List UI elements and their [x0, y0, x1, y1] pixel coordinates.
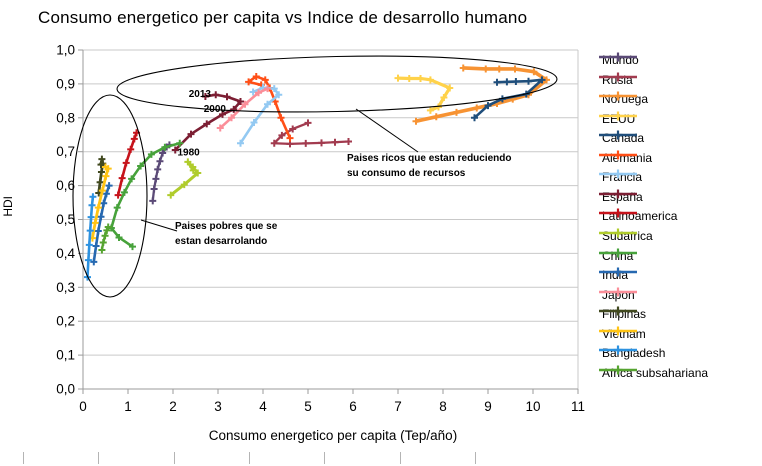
leader-line-rich	[355, 108, 419, 153]
x-tick-label: 3	[214, 399, 222, 414]
series-markers-Japon	[216, 85, 271, 132]
legend-swatch-icon	[599, 208, 637, 218]
x-tick-label: 6	[349, 399, 357, 414]
year-label-1980: 1980	[178, 148, 201, 159]
legend-swatch-icon	[599, 248, 637, 257]
legend-item-Sudafrica: Sudafrica	[598, 226, 653, 246]
bottom-ruler-marks	[0, 451, 762, 466]
legend-swatch-icon	[599, 287, 637, 297]
legend-item-España: España	[598, 187, 643, 207]
y-tick-label: 0,5	[56, 212, 75, 227]
annotation-poor-line2: estan desarrolando	[175, 236, 268, 247]
x-tick-label: 10	[525, 399, 540, 414]
legend-swatch-icon	[599, 130, 637, 140]
series-markers-Sudafrica	[167, 158, 202, 199]
y-tick-label: 0,0	[56, 382, 75, 397]
legend-item-Rusia: Rusia	[598, 70, 637, 90]
series-markers-Filipinas	[95, 155, 107, 197]
series-markers-India	[90, 182, 113, 266]
series-markers-Noruega	[412, 64, 550, 125]
y-tick-label: 1,0	[56, 43, 75, 58]
y-tick-label: 0,8	[56, 110, 75, 125]
series-markers-España	[171, 91, 244, 154]
series-markers-Vietnam	[88, 163, 112, 242]
legend-swatch-icon	[599, 267, 637, 277]
legend-item-Alemania: Alemania	[598, 148, 652, 168]
legend-item-Noruega: Noruega	[598, 89, 648, 109]
legend-item-Filipinas: Filipinas	[598, 304, 646, 324]
series-markers-Latinoamerica	[114, 129, 141, 199]
ellipse-poor-countries	[72, 94, 148, 298]
series-line-China	[110, 141, 181, 248]
series-line-Canada	[473, 78, 544, 119]
chart-title: Consumo energetico per capita vs Indice …	[38, 8, 528, 27]
ruler-mark	[248, 452, 250, 464]
legend-item-Japon: Japon	[598, 285, 637, 305]
y-tick-label: 0,1	[56, 348, 75, 363]
y-axis-title: HDI	[1, 196, 15, 217]
annotation-rich-line2: su consumo de recursos	[347, 168, 466, 179]
legend-swatch-icon	[599, 52, 637, 62]
x-tick-label: 7	[394, 399, 402, 414]
legend-swatch-icon	[599, 150, 637, 160]
ruler-mark	[474, 452, 476, 464]
ellipse-rich-countries	[116, 55, 558, 113]
leader-line-poor	[140, 219, 178, 232]
y-tick-label: 0,3	[56, 280, 75, 295]
legend-item-Francia: Francia	[598, 167, 642, 187]
y-tick-label: 0,4	[56, 246, 75, 261]
legend-item-Bangladesh: Bangladesh	[598, 343, 665, 363]
y-tick-label: 0,6	[56, 178, 75, 193]
legend-item-Africa subsahariana: Africa subsahariana	[598, 363, 708, 383]
ruler-mark	[173, 452, 175, 464]
legend-item-China: China	[598, 246, 637, 266]
legend-item-India: India	[598, 265, 637, 285]
legend-swatch-icon	[599, 169, 637, 179]
legend-swatch-icon	[599, 306, 637, 316]
y-tick-label: 0,2	[56, 314, 75, 329]
year-label-2013: 2013	[189, 89, 212, 100]
series-markers-Africa subsahariana	[98, 223, 112, 254]
ruler-mark	[98, 452, 100, 464]
x-tick-label: 8	[439, 399, 447, 414]
annotation-rich-line1: Paises ricos que estan reduciendo	[347, 153, 512, 164]
series-markers-China	[107, 139, 184, 251]
series-markers-Rusia	[270, 119, 352, 148]
legend-swatch-icon	[599, 111, 637, 121]
legend-item-Mundo: Mundo	[598, 50, 639, 70]
x-axis-title: Consumo energetico per capita (Tep/año)	[208, 428, 458, 443]
series-markers-Francia	[237, 84, 283, 147]
legend-swatch-icon	[599, 345, 637, 355]
legend-swatch-icon	[599, 228, 637, 238]
legend-item-Latinoamerica: Latinoamerica	[598, 206, 677, 226]
x-tick-label: 0	[79, 399, 87, 414]
legend-swatch-icon	[599, 72, 637, 82]
legend-item-Vietnam: Vietnam	[598, 324, 646, 344]
legend-item-Canada: Canada	[598, 128, 644, 148]
legend-swatch-icon	[599, 189, 637, 199]
series-markers-EEUU	[394, 74, 454, 114]
legend-swatch-icon	[599, 326, 637, 336]
annotation-poor-line1: Paises pobres que se	[175, 221, 278, 232]
y-tick-label: 0,9	[56, 76, 75, 91]
y-tick-label: 0,7	[56, 144, 75, 159]
x-tick-label: 4	[259, 399, 267, 414]
legend-item-EEUU: EEUU	[598, 109, 637, 129]
ruler-mark	[399, 452, 401, 464]
year-label-2000: 2000	[204, 104, 227, 115]
annotation-rich-countries: Paises ricos que estan reduciendo su con…	[347, 151, 512, 181]
x-tick-label: 9	[484, 399, 492, 414]
x-tick-label: 1	[124, 399, 132, 414]
legend-swatch-icon	[599, 365, 637, 375]
ruler-mark	[324, 452, 326, 464]
x-tick-label: 11	[571, 399, 585, 414]
legend-swatch-icon	[599, 91, 637, 101]
x-tick-label: 2	[169, 399, 177, 414]
ruler-mark	[23, 452, 24, 464]
x-tick-label: 5	[304, 399, 312, 414]
annotation-poor-countries: Paises pobres que se estan desarrolando	[175, 219, 277, 249]
